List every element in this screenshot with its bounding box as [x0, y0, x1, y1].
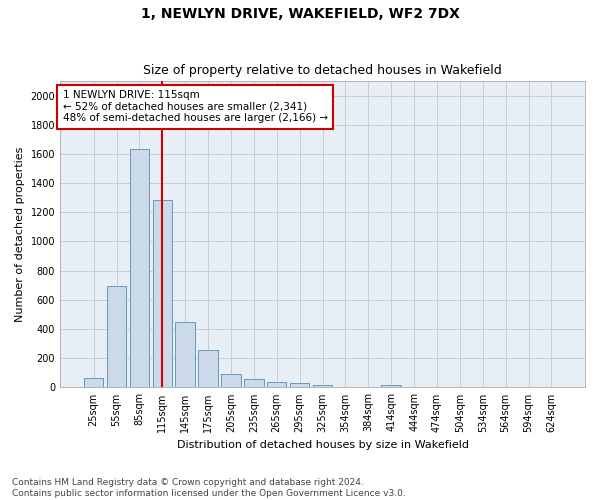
Text: 1 NEWLYN DRIVE: 115sqm
← 52% of detached houses are smaller (2,341)
48% of semi-: 1 NEWLYN DRIVE: 115sqm ← 52% of detached…: [62, 90, 328, 124]
Bar: [221, 374, 241, 388]
Bar: [244, 380, 263, 388]
Bar: [313, 384, 332, 388]
Bar: [199, 350, 218, 388]
Bar: [152, 200, 172, 388]
Bar: [382, 384, 401, 388]
Text: 1, NEWLYN DRIVE, WAKEFIELD, WF2 7DX: 1, NEWLYN DRIVE, WAKEFIELD, WF2 7DX: [140, 8, 460, 22]
Bar: [175, 322, 195, 388]
Bar: [130, 149, 149, 388]
Bar: [84, 378, 103, 388]
Bar: [290, 383, 310, 388]
Title: Size of property relative to detached houses in Wakefield: Size of property relative to detached ho…: [143, 64, 502, 77]
X-axis label: Distribution of detached houses by size in Wakefield: Distribution of detached houses by size …: [176, 440, 469, 450]
Text: Contains HM Land Registry data © Crown copyright and database right 2024.
Contai: Contains HM Land Registry data © Crown c…: [12, 478, 406, 498]
Bar: [267, 382, 286, 388]
Bar: [107, 286, 126, 388]
Y-axis label: Number of detached properties: Number of detached properties: [15, 146, 25, 322]
